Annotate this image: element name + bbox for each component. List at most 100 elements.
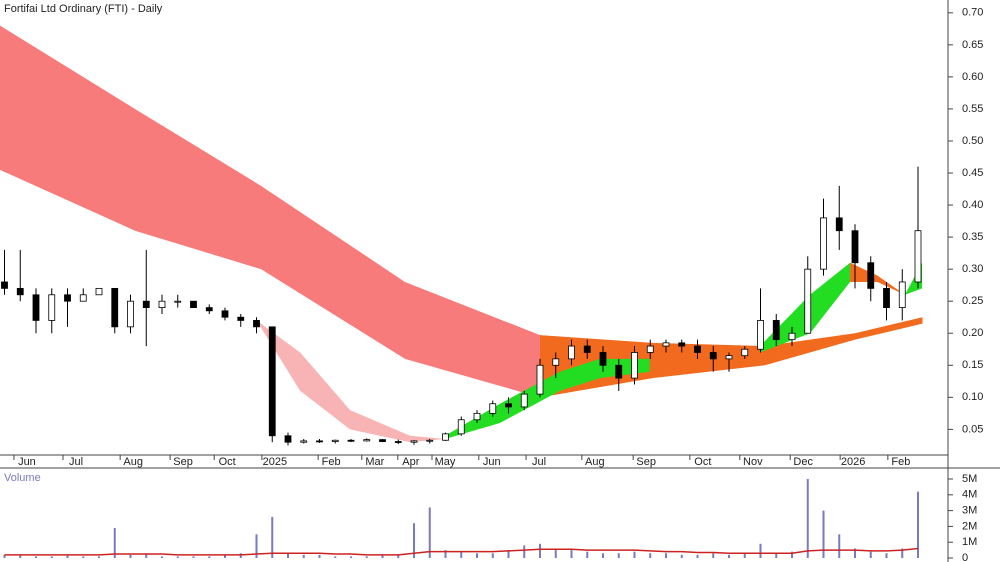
volume-bar [318, 554, 321, 558]
volume-bar [633, 551, 636, 558]
volume-bar [192, 556, 195, 558]
volume-bar [822, 510, 825, 558]
candle-body [568, 345, 575, 360]
y-tick-label: 0.25 [962, 295, 983, 307]
y-tick-label: 0.70 [962, 7, 983, 19]
ribbon-band [0, 25, 540, 398]
volume-bar [397, 554, 400, 558]
x-tick-label: 2026 [841, 456, 865, 468]
volume-bar [129, 554, 132, 558]
candle-body [725, 355, 733, 360]
candle-body [788, 332, 796, 341]
volume-bar [665, 553, 667, 558]
candle-body [127, 300, 134, 328]
volume-bar [602, 553, 604, 558]
volume-bar [476, 553, 478, 558]
x-tick-label: Jun [18, 456, 36, 468]
volume-bar [617, 553, 620, 558]
volume-bar [98, 556, 100, 558]
candle-body [615, 364, 623, 379]
volume-bar [885, 553, 888, 558]
x-tick-label: 2025 [263, 456, 287, 468]
candle-body [1, 281, 8, 289]
candle-body [820, 217, 827, 270]
volume-average [4, 547, 919, 556]
candle-body [347, 439, 355, 442]
candle-body [489, 403, 497, 414]
volume-bar [838, 534, 841, 558]
volume-bar [334, 556, 337, 558]
chart-title: Fortifai Ltd Ordinary (FTI) - Daily [4, 3, 163, 15]
volume-bar [586, 551, 589, 558]
volume-bar [365, 556, 368, 558]
candle-body [300, 440, 308, 443]
candle-body [583, 345, 591, 353]
candle-body [158, 300, 166, 309]
volume-label: Volume [4, 472, 41, 484]
candle-body [678, 342, 686, 347]
volume-bar [239, 553, 242, 558]
volume-tick-label: 2M [962, 520, 977, 532]
candle-body [631, 352, 638, 379]
candle-body [48, 294, 56, 321]
candle-body [473, 412, 481, 421]
candle-body [442, 433, 449, 441]
volume-bar [775, 553, 778, 558]
y-tick-label: 0.50 [962, 135, 983, 147]
volume-bar [35, 556, 37, 558]
volume-tick-label: 5M [962, 473, 977, 485]
candle-body [331, 439, 339, 442]
volume-bar [680, 554, 683, 558]
candle-body [64, 294, 71, 302]
volume-bar [523, 545, 526, 558]
candle-body [111, 287, 119, 328]
candle-body [457, 419, 465, 435]
volume-bar [50, 556, 53, 558]
x-tick-label: Oct [694, 456, 711, 468]
x-tick-label: Feb [322, 456, 341, 468]
candle-body [772, 320, 780, 341]
volume-bar [66, 555, 69, 558]
x-tick-label: Jun [483, 456, 501, 468]
ribbon-band [850, 262, 905, 295]
volume-bar [302, 554, 305, 558]
volume-bar [19, 555, 22, 558]
candle-body [898, 281, 906, 309]
candle-body [694, 345, 701, 353]
y-tick-label: 0.65 [962, 39, 983, 51]
x-tick-label: Jul [532, 456, 546, 468]
volume-tick-label: 4M [962, 489, 977, 501]
candle-body [394, 441, 402, 443]
volume-bar [712, 553, 715, 558]
candle-body [221, 310, 229, 318]
volume-bar [901, 548, 904, 558]
volume-bar [224, 554, 226, 558]
candle-body [237, 316, 245, 321]
volume-bar [570, 550, 573, 558]
volume-tick-label: 3M [962, 505, 977, 517]
volume-bar [728, 554, 730, 558]
volume-tick-label: 1M [962, 536, 977, 548]
ribbon-band [649, 346, 761, 372]
candle-body [379, 439, 386, 442]
volume-bar [161, 556, 163, 558]
x-tick-label: Sep [636, 456, 656, 468]
candle-body [253, 320, 260, 328]
x-tick-label: Oct [219, 456, 236, 468]
y-tick-label: 0.45 [962, 167, 983, 179]
x-tick-label: Jul [69, 456, 83, 468]
x-tick-label: Apr [402, 456, 419, 468]
candle-body [363, 439, 371, 442]
x-tick-label: Aug [585, 456, 605, 468]
y-tick-label: 0.55 [962, 103, 983, 115]
volume-bar [145, 553, 148, 558]
volume-bar [507, 550, 510, 558]
candle-body [757, 320, 764, 350]
candle-body [914, 230, 922, 283]
candle-body [662, 342, 670, 347]
volume-bar [350, 556, 352, 558]
volume-bar [917, 491, 919, 558]
candle-body [95, 287, 103, 296]
volume-bar [649, 553, 652, 558]
